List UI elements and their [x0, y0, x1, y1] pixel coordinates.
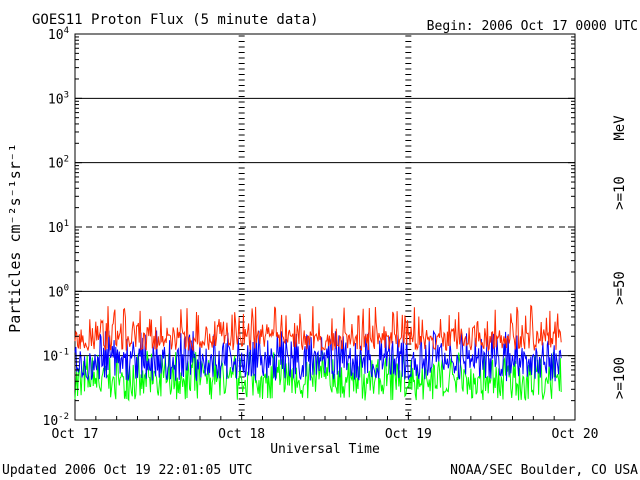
legend-series-ge50: >=50 — [612, 271, 628, 305]
legend-unit-mev: MeV — [612, 115, 628, 141]
x-tick-label: Oct 19 — [385, 427, 432, 442]
y-tick-label: 103 — [48, 90, 69, 107]
legend-series-ge100: >=100 — [612, 357, 628, 399]
series-line-50 — [74, 329, 562, 382]
x-tick-label: Oct 18 — [218, 427, 265, 442]
reference-lines — [75, 97, 575, 357]
legend-series-ge10: >=10 — [612, 176, 628, 210]
y-axis-label: Particles cm⁻²s⁻¹sr⁻¹ — [6, 143, 24, 333]
updated-timestamp: Updated 2006 Oct 19 22:01:05 UTC — [2, 463, 252, 478]
x-axis-label: Universal Time — [270, 442, 380, 457]
x-tick-label: Oct 17 — [52, 427, 99, 442]
y-tick-label: 101 — [48, 219, 69, 236]
series-group — [74, 304, 562, 402]
chart-title: GOES11 Proton Flux (5 minute data) — [32, 12, 319, 28]
begin-label: Begin: 2006 Oct 17 0000 UTC — [427, 19, 638, 34]
series-line-10 — [74, 304, 562, 353]
x-tick-label: Oct 20 — [552, 427, 599, 442]
y-tick-label: 102 — [48, 155, 69, 172]
y-tick-label: 10-1 — [43, 348, 70, 365]
y-tick-label: 104 — [48, 26, 69, 43]
credit-label: NOAA/SEC Boulder, CO USA — [450, 463, 638, 478]
x-axis-ticks: Oct 17 Oct 18 Oct 19 Oct 20 — [52, 412, 599, 442]
y-tick-label: 10-2 — [43, 412, 70, 429]
y-axis-ticks: 104 103 102 101 100 10-1 10-2 — [43, 26, 575, 429]
y-tick-label: 100 — [48, 283, 69, 300]
